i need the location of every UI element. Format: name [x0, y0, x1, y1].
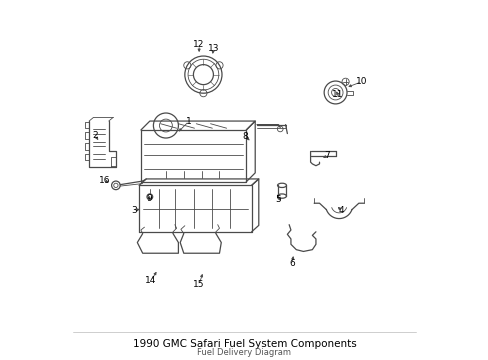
Text: 1: 1 — [186, 117, 192, 126]
Text: 8: 8 — [242, 132, 248, 141]
Text: 10: 10 — [355, 77, 366, 86]
Text: 1990 GMC Safari Fuel System Components: 1990 GMC Safari Fuel System Components — [132, 339, 356, 348]
Text: 13: 13 — [207, 44, 219, 53]
Text: Fuel Delivery Diagram: Fuel Delivery Diagram — [197, 348, 291, 357]
Text: 12: 12 — [193, 40, 204, 49]
Text: 2: 2 — [92, 131, 98, 140]
Text: 3: 3 — [131, 206, 137, 215]
Text: 14: 14 — [145, 276, 156, 285]
Text: 5: 5 — [275, 195, 281, 204]
Text: 9: 9 — [146, 194, 152, 203]
Text: 7: 7 — [324, 151, 329, 160]
Text: 11: 11 — [332, 90, 343, 99]
Text: 6: 6 — [288, 260, 294, 269]
Text: 16: 16 — [99, 176, 110, 185]
Text: 15: 15 — [193, 280, 204, 289]
Text: 4: 4 — [338, 206, 344, 215]
